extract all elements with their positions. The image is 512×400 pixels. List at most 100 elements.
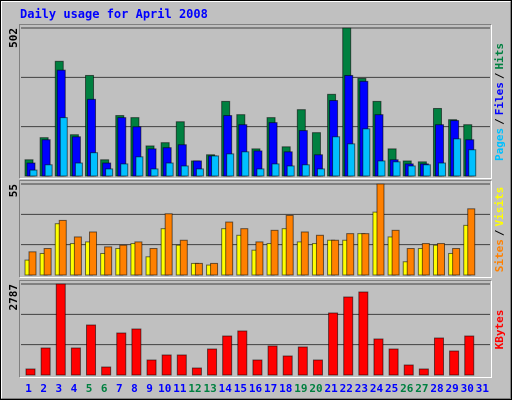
bar bbox=[316, 168, 325, 177]
bar bbox=[119, 244, 128, 276]
bar bbox=[74, 162, 83, 177]
bar bbox=[255, 241, 264, 276]
bar bbox=[285, 214, 294, 276]
bar bbox=[361, 233, 370, 276]
bar bbox=[433, 337, 444, 376]
legend-entry: KBytes bbox=[493, 310, 506, 350]
bar bbox=[105, 168, 114, 177]
y-tick-label: 55 bbox=[7, 184, 20, 197]
x-tick-label: 25 bbox=[385, 382, 398, 395]
bar bbox=[237, 330, 248, 376]
bar bbox=[331, 239, 340, 276]
bar bbox=[225, 221, 234, 276]
bar bbox=[376, 183, 385, 276]
bar bbox=[437, 162, 446, 177]
bar bbox=[149, 248, 158, 276]
bar bbox=[180, 165, 189, 177]
bar bbox=[346, 233, 355, 276]
bar bbox=[150, 168, 159, 177]
bevel bbox=[19, 24, 492, 179]
x-tick-label: 5 bbox=[86, 382, 93, 395]
x-tick-label: 29 bbox=[446, 382, 459, 395]
x-tick-label: 31 bbox=[476, 382, 490, 395]
bar bbox=[44, 164, 53, 177]
y-tick-label: 502 bbox=[7, 28, 20, 48]
legend-entry: Files bbox=[493, 82, 506, 115]
bar bbox=[194, 262, 203, 276]
bar bbox=[267, 345, 278, 376]
bar bbox=[388, 348, 399, 376]
bar bbox=[179, 239, 188, 276]
bar bbox=[315, 234, 324, 276]
bar bbox=[347, 143, 356, 177]
bevel bbox=[19, 280, 492, 378]
x-tick-label: 19 bbox=[294, 382, 307, 395]
bar bbox=[297, 346, 308, 376]
x-tick-label: 21 bbox=[325, 382, 339, 395]
bar bbox=[453, 138, 462, 177]
bar bbox=[28, 251, 37, 276]
y-tick-label: 2787 bbox=[7, 284, 20, 311]
bar bbox=[436, 243, 445, 276]
x-tick-label: 7 bbox=[116, 382, 123, 395]
bar bbox=[418, 368, 429, 376]
x-tick-label: 16 bbox=[249, 382, 263, 395]
bar bbox=[195, 168, 204, 177]
bar bbox=[58, 219, 67, 276]
bar bbox=[391, 229, 400, 276]
bar bbox=[135, 156, 144, 177]
x-tick-label: 14 bbox=[219, 382, 233, 395]
x-tick-label: 1 bbox=[25, 382, 32, 395]
bar bbox=[161, 354, 172, 376]
x-tick-label: 26 bbox=[400, 382, 414, 395]
bar bbox=[134, 241, 143, 276]
legend-entry: Sites bbox=[493, 239, 506, 272]
bar bbox=[358, 291, 369, 376]
bar bbox=[222, 335, 233, 376]
x-tick-label: 27 bbox=[415, 382, 428, 395]
bar bbox=[89, 231, 98, 276]
legend-entry: Pages bbox=[493, 128, 506, 161]
bar bbox=[406, 248, 415, 276]
bar bbox=[90, 152, 99, 177]
legend-entry: Visits bbox=[493, 187, 506, 227]
x-tick-label: 24 bbox=[370, 382, 384, 395]
x-tick-label: 30 bbox=[461, 382, 474, 395]
x-tick-label: 2 bbox=[40, 382, 47, 395]
bar bbox=[226, 153, 235, 177]
bar bbox=[392, 161, 401, 177]
bar bbox=[256, 168, 265, 177]
bar bbox=[29, 169, 38, 177]
bar bbox=[301, 164, 310, 177]
x-tick-label: 9 bbox=[146, 382, 153, 395]
x-tick-label: 6 bbox=[101, 382, 108, 395]
bar bbox=[282, 355, 293, 376]
bar bbox=[373, 338, 384, 376]
bar bbox=[59, 117, 68, 177]
bar bbox=[464, 335, 475, 376]
bar bbox=[211, 155, 220, 177]
bar bbox=[312, 359, 323, 376]
bar bbox=[43, 248, 52, 276]
bar bbox=[207, 348, 218, 376]
x-tick-label: 28 bbox=[430, 382, 443, 395]
x-tick-label: 13 bbox=[203, 382, 216, 395]
bar bbox=[120, 163, 129, 177]
bevel bbox=[19, 180, 492, 278]
chart-title: Daily usage for April 2008 bbox=[20, 7, 208, 21]
bar bbox=[421, 243, 430, 276]
legend: KBytes bbox=[493, 310, 506, 350]
bar bbox=[422, 164, 431, 177]
bar bbox=[468, 149, 477, 177]
bar bbox=[362, 128, 371, 177]
legend-separator: / bbox=[493, 72, 506, 79]
bar bbox=[452, 248, 461, 276]
x-tick-label: 18 bbox=[279, 382, 292, 395]
x-tick-label: 8 bbox=[131, 382, 138, 395]
x-tick-label: 11 bbox=[173, 382, 187, 395]
bar bbox=[449, 350, 460, 376]
legend-entry: Hits bbox=[493, 43, 506, 70]
legend: Sites / Visits bbox=[493, 187, 506, 273]
